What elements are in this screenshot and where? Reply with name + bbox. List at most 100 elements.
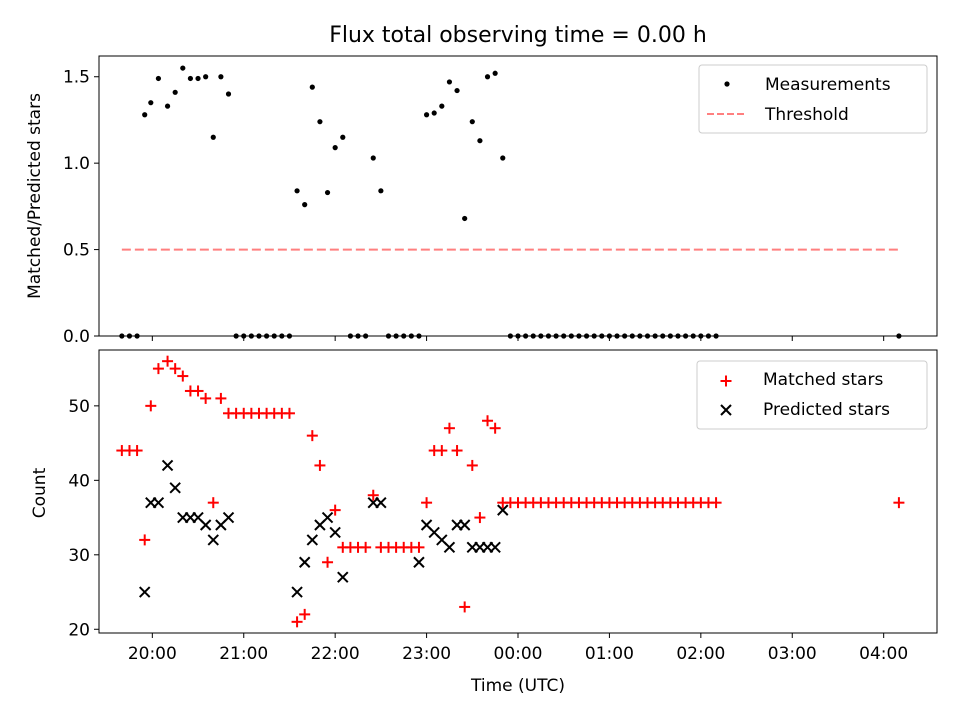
measurement-point [484,74,491,80]
matched-point [177,370,189,382]
bottom-ytick-label: 30 [68,546,90,566]
predicted-point [375,496,387,509]
predicted-point [169,482,181,494]
legend-matched-marker [720,375,732,387]
predicted-point [443,541,456,554]
matched-point [192,385,204,397]
matched-point [474,512,486,524]
measurement-point [218,74,224,80]
measurement-point [309,84,315,90]
matched-point [360,541,372,553]
bottom-ytick-label: 20 [68,620,90,640]
predicted-point [489,541,501,554]
measurement-point [378,188,384,194]
predicted-point [291,586,303,598]
predicted-point [139,586,151,598]
measurement-point [500,155,506,161]
top-axes-frame [98,55,938,337]
matched-point [329,504,341,516]
bottom-xtick-label: 02:00 [676,644,725,664]
bottom-ylabel: Count [30,467,50,518]
bottom-ytick-label: 50 [68,397,90,417]
matched-point [482,415,494,427]
matched-point [421,497,433,509]
top-panel: Flux total observing time = 0.00 h Match… [25,23,938,347]
matched-point [131,445,143,457]
measurement-point [340,134,346,140]
matched-point [322,556,334,568]
matched-point [466,459,478,471]
predicted-point [298,556,311,568]
top-ytick-label: 1.5 [63,68,90,88]
measurement-point [477,138,483,144]
bottom-ytick-label: 40 [68,471,90,491]
measurement-point [423,112,430,118]
bottom-axis-ticks: 20 30 40 50 20:00 21:00 22:00 23:00 00:00 01:00 02… [68,397,908,664]
measurement-point [492,70,498,76]
predicted-point [458,519,471,531]
predicted-point [413,556,425,568]
legend-predicted-marker [720,404,732,416]
bottom-xtick-label: 03:00 [768,644,817,664]
measurement-point [469,119,475,125]
predicted-point [161,459,174,472]
bottom-legend: Matched stars Predicted stars [696,360,928,430]
top-title: Flux total observing time = 0.00 h [329,23,707,48]
predicted-point [329,526,341,539]
matched-point [443,422,455,434]
top-ylabel: Matched/Predicted stars [25,93,45,299]
legend-predicted-label: Predicted stars [763,400,890,420]
measurement-point [370,155,376,161]
bottom-xlabel: Time (UTC) [470,676,565,696]
measurement-point [225,91,232,97]
predicted-point [207,534,219,546]
measurement-point [462,215,468,222]
matched-point [436,445,448,457]
top-ytick-label: 1.0 [63,154,90,174]
matched-point [367,489,379,501]
legend-measurements-label: Measurements [765,75,891,95]
matched-point [893,497,905,509]
matched-point [299,608,311,620]
measurement-point [155,75,162,82]
predicted-point [306,534,319,546]
measurement-point [317,119,323,125]
matched-point [291,616,303,628]
measurement-point [332,145,338,151]
measurement-point [142,112,148,118]
top-ytick-label: 0.5 [63,241,90,261]
bottom-xtick-label: 00:00 [494,644,543,664]
measurement-point [164,103,171,109]
predicted-point [222,511,235,524]
matched-point [215,392,227,404]
bottom-plot-area [116,355,905,628]
bottom-xtick-label: 22:00 [311,644,360,664]
measurement-point [446,79,453,85]
bottom-xtick-label: 01:00 [585,644,634,664]
bottom-xtick-label: 04:00 [859,644,908,664]
top-axis-ticks: 0.0 0.5 1.0 1.5 [63,68,885,347]
matched-point [207,497,219,509]
top-ytick-label: 0.0 [63,327,90,347]
matched-point [283,407,295,419]
matched-point [200,392,212,404]
predicted-point [199,519,212,531]
measurement-point [148,100,154,106]
matched-point [489,422,501,434]
bottom-axes-frame [98,349,938,634]
measurement-point [439,103,445,109]
matched-point [139,534,151,546]
matched-point [306,430,318,442]
bottom-xtick-label: 23:00 [402,644,451,664]
measurement-point [172,89,178,95]
measurement-point [195,75,201,82]
matched-point [152,363,164,375]
predicted-point [497,504,509,516]
bottom-xtick-label: 20:00 [128,644,177,664]
legend-matched-label: Matched stars [763,370,883,390]
top-legend-box [698,64,928,134]
bottom-panel: Count Time (UTC) 20 30 40 50 20:00 21:00 22:00… [30,349,938,696]
top-legend: Measurements Threshold [698,64,928,134]
measurement-point [302,202,308,208]
